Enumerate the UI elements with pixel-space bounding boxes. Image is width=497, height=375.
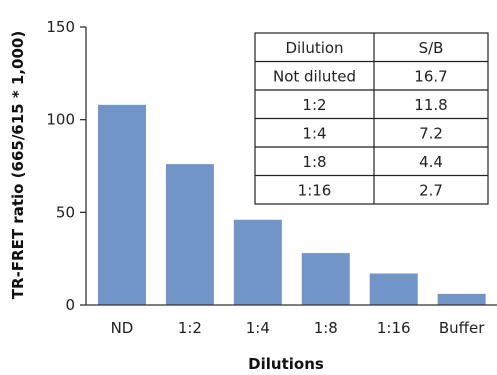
bars-group bbox=[97, 104, 486, 305]
x-axis-title: Dilutions bbox=[248, 355, 324, 373]
bar bbox=[369, 273, 418, 305]
y-tick-label: 100 bbox=[46, 111, 75, 129]
bar bbox=[97, 104, 146, 305]
table-cell: 16.7 bbox=[414, 67, 447, 85]
table-cell: 1:2 bbox=[302, 96, 326, 114]
axes-group bbox=[85, 27, 497, 306]
table-cell: 1:8 bbox=[302, 153, 326, 171]
bar bbox=[301, 253, 350, 305]
bar bbox=[437, 293, 486, 305]
y-tick-label: 150 bbox=[46, 18, 75, 36]
table-cell: Not diluted bbox=[273, 67, 356, 85]
table-cell: 11.8 bbox=[414, 96, 447, 114]
sb-table: Dilution S/B Not diluted 16.7 1:2 11.8 1:4 7.2 1… bbox=[254, 32, 489, 205]
table-cell: 1:4 bbox=[302, 124, 326, 142]
x-tick-label: 1:16 bbox=[377, 319, 411, 337]
x-tick-label: 1:4 bbox=[246, 319, 270, 337]
table-cell: 1:16 bbox=[298, 181, 332, 199]
bar bbox=[165, 164, 214, 305]
x-tick-label: 1:2 bbox=[178, 319, 202, 337]
table-header-cell: Dilution bbox=[285, 39, 343, 57]
bar bbox=[233, 219, 282, 305]
x-tick-label: Buffer bbox=[439, 319, 485, 337]
y-tick-label: 50 bbox=[56, 203, 75, 221]
x-tick-label: 1:8 bbox=[314, 319, 338, 337]
table-cell: 7.2 bbox=[419, 124, 443, 142]
table-cell: 4.4 bbox=[419, 153, 443, 171]
y-ticks-group: 0 50 100 150 bbox=[46, 18, 86, 314]
table-cell: 2.7 bbox=[419, 181, 443, 199]
table-header-cell: S/B bbox=[419, 39, 444, 57]
y-axis-title: TR-FRET ratio (665/615 * 1,000) bbox=[9, 31, 27, 299]
x-ticks-group: ND 1:2 1:4 1:8 1:16 Buffer bbox=[111, 319, 486, 337]
y-tick-label: 0 bbox=[65, 296, 75, 314]
x-tick-label: ND bbox=[111, 319, 134, 337]
